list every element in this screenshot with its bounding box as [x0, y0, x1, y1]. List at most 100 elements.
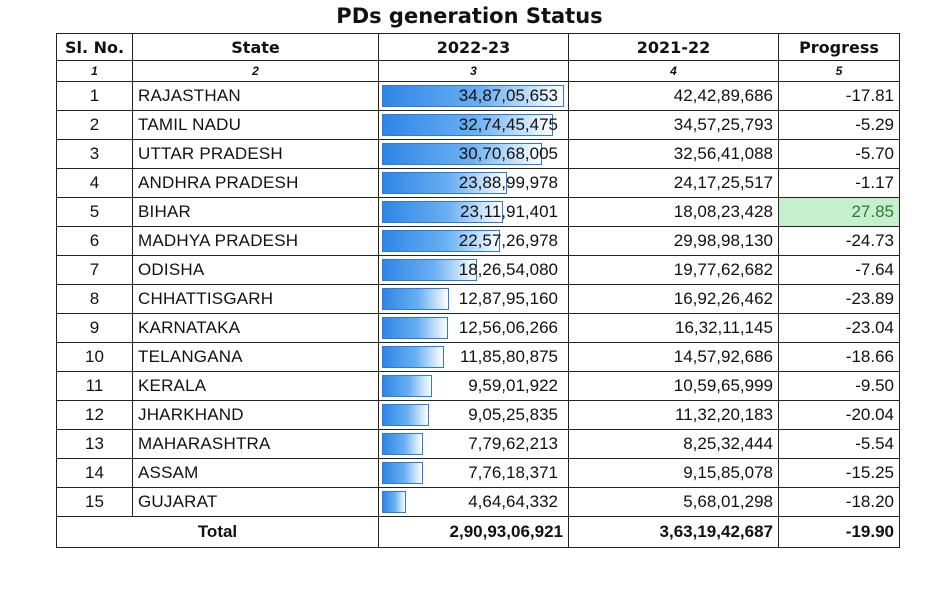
progress-cell: -23.04 [778, 313, 900, 343]
table-row: 13 MAHARASHTRA 7,79,62,213 8,25,32,444 -5.54 [56, 429, 900, 459]
value-2022-23-cell: 9,59,01,922 [378, 371, 569, 401]
value-2021-22-cell: 29,98,98,130 [568, 226, 779, 256]
table-row: 10 TELANGANA 11,85,80,875 14,57,92,686 -18.6… [56, 342, 900, 372]
value-2021-22-cell: 9,15,85,078 [568, 458, 779, 488]
total-row: Total 2,90,93,06,921 3,63,19,42,687 -19.… [56, 516, 900, 548]
state-cell: RAJASTHAN [132, 81, 379, 111]
progress-cell: -9.50 [778, 371, 900, 401]
data-bar [382, 288, 449, 310]
state-cell: ANDHRA PRADESH [132, 168, 379, 198]
sl-no-cell: 11 [56, 371, 133, 401]
value-2022-23: 9,05,25,835 [468, 405, 558, 424]
total-2021-22: 3,63,19,42,687 [568, 516, 779, 548]
value-2022-23: 23,11,91,401 [460, 202, 558, 221]
data-bar [382, 433, 423, 455]
progress-cell: -20.04 [778, 400, 900, 430]
sl-no-cell: 2 [56, 110, 133, 140]
table-row: 2 TAMIL NADU 32,74,45,475 34,57,25,793 -5.29 [56, 110, 900, 140]
state-cell: KARNATAKA [132, 313, 379, 343]
data-bar [382, 85, 564, 107]
value-2021-22-cell: 5,68,01,298 [568, 487, 779, 517]
value-2022-23-cell: 4,64,64,332 [378, 487, 569, 517]
state-cell: TAMIL NADU [132, 110, 379, 140]
state-cell: GUJARAT [132, 487, 379, 517]
progress-cell: -18.66 [778, 342, 900, 372]
data-bar [382, 114, 553, 136]
value-2022-23: 7,79,62,213 [468, 434, 558, 453]
value-2022-23-cell: 12,56,06,266 [378, 313, 569, 343]
value-2022-23-cell: 9,05,25,835 [378, 400, 569, 430]
total-2022-23: 2,90,93,06,921 [378, 516, 569, 548]
value-2022-23-cell: 18,26,54,080 [378, 255, 569, 285]
sl-no-cell: 6 [56, 226, 133, 256]
column-number-row: 1 2 3 4 5 [56, 60, 900, 82]
progress-cell: -23.89 [778, 284, 900, 314]
value-2022-23: 11,85,80,875 [460, 347, 558, 366]
table-row: 3 UTTAR PRADESH 30,70,68,005 32,56,41,088 -5… [56, 139, 900, 169]
col-header-2021-22: 2021-22 [568, 33, 779, 61]
value-2022-23: 32,74,45,475 [458, 115, 558, 134]
value-2022-23: 7,76,18,371 [468, 463, 558, 482]
progress-cell: -17.81 [778, 81, 900, 111]
col-header-sl-no: Sl. No. [56, 33, 133, 61]
sl-no-cell: 15 [56, 487, 133, 517]
value-2021-22-cell: 18,08,23,428 [568, 197, 779, 227]
progress-cell: -5.54 [778, 429, 900, 459]
value-2021-22-cell: 11,32,20,183 [568, 400, 779, 430]
value-2022-23-cell: 32,74,45,475 [378, 110, 569, 140]
value-2021-22-cell: 14,57,92,686 [568, 342, 779, 372]
sl-no-cell: 9 [56, 313, 133, 343]
data-bar [382, 143, 542, 165]
value-2022-23-cell: 22,57,26,978 [378, 226, 569, 256]
value-2021-22-cell: 42,42,89,686 [568, 81, 779, 111]
table-row: 1 RAJASTHAN 34,87,05,653 42,42,89,686 -17.81 [56, 81, 900, 111]
value-2022-23: 4,64,64,332 [468, 492, 558, 511]
progress-cell: -7.64 [778, 255, 900, 285]
data-bar [382, 172, 507, 194]
table-row: 5 BIHAR 23,11,91,401 18,08,23,428 27.85 [56, 197, 900, 227]
value-2022-23: 9,59,01,922 [468, 376, 558, 395]
sl-no-cell: 14 [56, 458, 133, 488]
state-cell: MADHYA PRADESH [132, 226, 379, 256]
value-2021-22-cell: 24,17,25,517 [568, 168, 779, 198]
value-2021-22-cell: 10,59,65,999 [568, 371, 779, 401]
value-2021-22-cell: 32,56,41,088 [568, 139, 779, 169]
sl-no-cell: 7 [56, 255, 133, 285]
col-header-2022-23: 2022-23 [378, 33, 569, 61]
progress-cell: -5.70 [778, 139, 900, 169]
table-row: 7 ODISHA 18,26,54,080 19,77,62,682 -7.64 [56, 255, 900, 285]
column-number: 3 [378, 60, 569, 82]
table-row: 9 KARNATAKA 12,56,06,266 16,32,11,145 -23.04 [56, 313, 900, 343]
data-bar [382, 375, 432, 397]
state-cell: CHHATTISGARH [132, 284, 379, 314]
state-cell: ASSAM [132, 458, 379, 488]
value-2021-22-cell: 34,57,25,793 [568, 110, 779, 140]
progress-cell: 27.85 [778, 197, 900, 227]
table-row: 11 KERALA 9,59,01,922 10,59,65,999 -9.50 [56, 371, 900, 401]
col-header-progress: Progress [778, 33, 900, 61]
data-bar [382, 346, 444, 368]
value-2022-23: 23,88,99,978 [458, 173, 558, 192]
sl-no-cell: 13 [56, 429, 133, 459]
column-number: 1 [56, 60, 133, 82]
table-row: 14 ASSAM 7,76,18,371 9,15,85,078 -15.25 [56, 458, 900, 488]
value-2022-23-cell: 11,85,80,875 [378, 342, 569, 372]
column-number: 4 [568, 60, 779, 82]
value-2022-23-cell: 30,70,68,005 [378, 139, 569, 169]
value-2021-22-cell: 8,25,32,444 [568, 429, 779, 459]
value-2022-23: 30,70,68,005 [458, 144, 558, 163]
table-row: 8 CHHATTISGARH 12,87,95,160 16,92,26,462 -23… [56, 284, 900, 314]
column-number: 2 [132, 60, 379, 82]
sl-no-cell: 10 [56, 342, 133, 372]
table-row: 6 MADHYA PRADESH 22,57,26,978 29,98,98,130-… [56, 226, 900, 256]
total-progress: -19.90 [778, 516, 900, 548]
progress-cell: -24.73 [778, 226, 900, 256]
data-bar [382, 491, 406, 513]
progress-cell: -18.20 [778, 487, 900, 517]
col-header-state: State [132, 33, 379, 61]
sl-no-cell: 3 [56, 139, 133, 169]
value-2022-23-cell: 12,87,95,160 [378, 284, 569, 314]
page-title: PDs generation Status [336, 4, 603, 28]
value-2022-23-cell: 23,88,99,978 [378, 168, 569, 198]
state-cell: TELANGANA [132, 342, 379, 372]
